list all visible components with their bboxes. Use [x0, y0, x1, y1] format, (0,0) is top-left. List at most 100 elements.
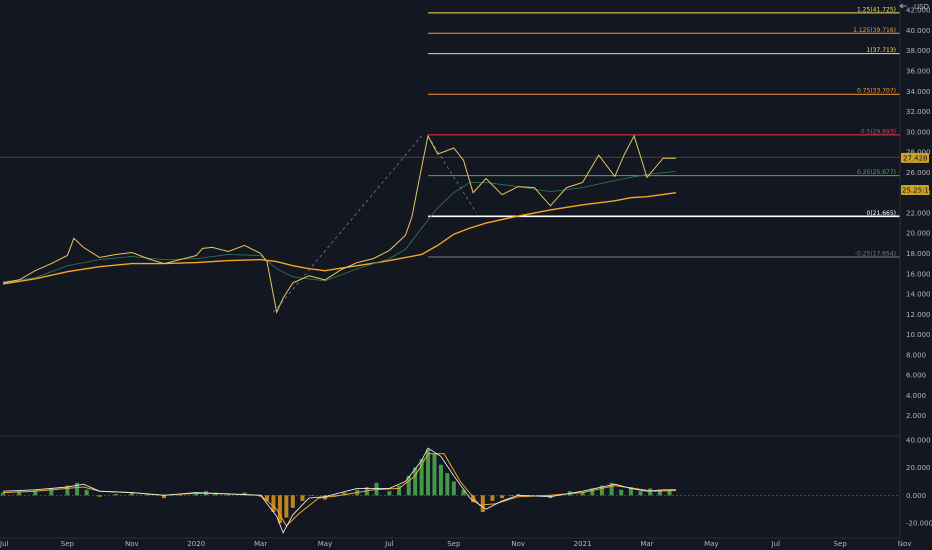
time-axis-tick-label: Sep: [447, 540, 461, 548]
oscillator-histogram-bar[interactable]: [162, 495, 166, 499]
oscillator-histogram-bar[interactable]: [500, 495, 505, 499]
price-axis-tick-label: 8.000: [906, 351, 926, 359]
price-axis-tick-label: 26.000: [906, 169, 931, 177]
oscillator-histogram-bar[interactable]: [271, 495, 276, 512]
price-axis-tick-label: 34.000: [906, 88, 931, 96]
countdown-tag[interactable]: 25.25:13: [901, 184, 932, 195]
oscillator-histogram-bar[interactable]: [113, 493, 118, 496]
oscillator-histogram-bar[interactable]: [284, 495, 289, 518]
oscillator-histogram-bar[interactable]: [438, 464, 443, 496]
oscillator-histogram-bar[interactable]: [290, 495, 295, 508]
oscillator-histogram-bar[interactable]: [657, 491, 662, 496]
oscillator-histogram-bar[interactable]: [387, 491, 392, 496]
price-axis-tick-label: 28.000: [906, 149, 931, 157]
last-price-tag[interactable]: 27.428: [901, 152, 929, 163]
retrace-line[interactable]: [427, 135, 477, 214]
time-axis-tick-label: Nov: [511, 540, 525, 548]
last-price-tag-box: [901, 152, 929, 163]
oscillator-histogram-bar[interactable]: [638, 491, 643, 496]
time-axis-tick-label: 2021: [574, 540, 592, 548]
oscillator-histogram-bar[interactable]: [445, 473, 450, 496]
price-panel[interactable]: 1.25(41.725) 1.125(39.716) 1(37.713) 0.75(3…: [0, 6, 900, 314]
oscillator-histogram-bar[interactable]: [628, 487, 633, 496]
price-axis[interactable]: USD 42.000 40.000 38.000 36.000 34.000 32.000…: [899, 3, 932, 528]
time-axis-tick-label: Jul: [384, 540, 394, 548]
time-axis-tick-label: Mar: [254, 540, 267, 548]
oscillator-histogram-bar[interactable]: [599, 485, 604, 496]
oscillator-histogram-bar[interactable]: [406, 475, 411, 496]
oscillator-histogram-bar[interactable]: [65, 485, 70, 496]
oscillator-histogram-bar[interactable]: [451, 481, 456, 496]
oscillator-histogram-bar[interactable]: [178, 495, 183, 496]
fib-level-label: 0.5(29.693): [861, 128, 896, 135]
price-axis-tick-label: 36.000: [906, 67, 931, 75]
price-axis-tick-label: 14.000: [906, 291, 931, 299]
oscillator-histogram-bar[interactable]: [580, 492, 585, 496]
price-axis-tick-label: 4.000: [906, 392, 926, 400]
oscillator-histogram-bar[interactable]: [226, 493, 231, 496]
oscillator-histogram-bar[interactable]: [609, 482, 614, 496]
oscillator-histogram-bar[interactable]: [426, 449, 431, 496]
oscillator-histogram-bar[interactable]: [590, 488, 595, 496]
oscillator-histogram-bar[interactable]: [648, 488, 653, 496]
price-axis-tick-label: 22.000: [906, 209, 931, 217]
oscillator-histogram-bar[interactable]: [397, 485, 402, 496]
oscillator-histogram-bar[interactable]: [33, 489, 38, 496]
oscillator-histogram-bar[interactable]: [145, 493, 150, 496]
price-axis-tick-label: 32.000: [906, 108, 931, 116]
price-axis-tick-label: 6.000: [906, 372, 926, 380]
oscillator-histogram-bar[interactable]: [413, 467, 418, 496]
oscillator-histogram-bar[interactable]: [461, 489, 466, 496]
oscillator-histogram-bar[interactable]: [516, 493, 521, 496]
oscillator-histogram-bar[interactable]: [374, 482, 379, 496]
price-axis-tick-label: 20.000: [906, 230, 931, 238]
oscillator-signal-line[interactable]: [2, 447, 676, 534]
oscillator-histogram-bar[interactable]: [97, 495, 102, 497]
oscillator-histogram-bar[interactable]: [490, 495, 495, 501]
oscillator-histogram-bar[interactable]: [310, 495, 315, 496]
price-axis-tick-label: 30.000: [906, 128, 931, 136]
oscillator-histogram-bar[interactable]: [194, 492, 199, 496]
oscillator-slow-line[interactable]: [2, 453, 677, 527]
oscillator-histogram-bar[interactable]: [277, 495, 282, 524]
oscillator-axis-tick-label: 40.000: [906, 436, 931, 444]
oscillator-histogram-bar[interactable]: [129, 492, 134, 496]
countdown-tag-box: [901, 184, 929, 195]
oscillator-histogram-bar[interactable]: [265, 495, 270, 501]
time-axis-tick-label: May: [704, 540, 718, 548]
oscillator-histogram-bar[interactable]: [619, 489, 624, 496]
price-series-line[interactable]: [2, 134, 676, 314]
oscillator-histogram-bar[interactable]: [49, 488, 54, 496]
fib-level-label: 0.25(25.677): [857, 169, 896, 176]
price-axis-tick-label: 18.000: [906, 250, 931, 258]
oscillator-histogram-bar[interactable]: [480, 495, 485, 512]
fib-level-label: 1.125(39.716): [853, 27, 896, 34]
oscillator-histogram-bar[interactable]: [300, 495, 305, 501]
oscillator-axis-tick-label: 0.000: [906, 492, 926, 500]
oscillator-histogram-bar[interactable]: [17, 491, 22, 496]
trend-line[interactable]: [273, 135, 422, 313]
settings-icon[interactable]: [899, 3, 907, 9]
oscillator-histogram-bar[interactable]: [509, 495, 514, 496]
time-axis-tick-label: 2020: [187, 540, 205, 548]
fast-moving-average-line[interactable]: [2, 171, 677, 283]
oscillator-histogram-bar[interactable]: [471, 495, 476, 503]
slow-moving-average-line[interactable]: [2, 192, 677, 285]
oscillator-axis-tick-label: -20.000: [906, 520, 932, 528]
oscillator-histogram-bar[interactable]: [419, 459, 424, 496]
time-axis[interactable]: Jul Sep Nov 2020 Mar May Jul Sep Nov 2021 Mar May Ju…: [0, 540, 911, 548]
oscillator-histogram-bar[interactable]: [432, 453, 437, 496]
oscillator-histogram-bar[interactable]: [342, 492, 347, 496]
fib-level-label: 0(21.665): [867, 210, 897, 217]
oscillator-panel[interactable]: [0, 447, 900, 534]
oscillator-histogram-bar[interactable]: [1, 492, 5, 496]
oscillator-histogram-bar[interactable]: [667, 489, 672, 496]
time-axis-tick-label: Nov: [125, 540, 139, 548]
price-axis-tick-label: 40.000: [906, 27, 931, 35]
last-price-value: 27.428: [903, 154, 928, 162]
oscillator-histogram-bar[interactable]: [75, 482, 80, 496]
oscillator-histogram-bar[interactable]: [84, 489, 89, 496]
time-axis-tick-label: Nov: [898, 540, 912, 548]
oscillator-histogram-bar[interactable]: [242, 492, 247, 496]
